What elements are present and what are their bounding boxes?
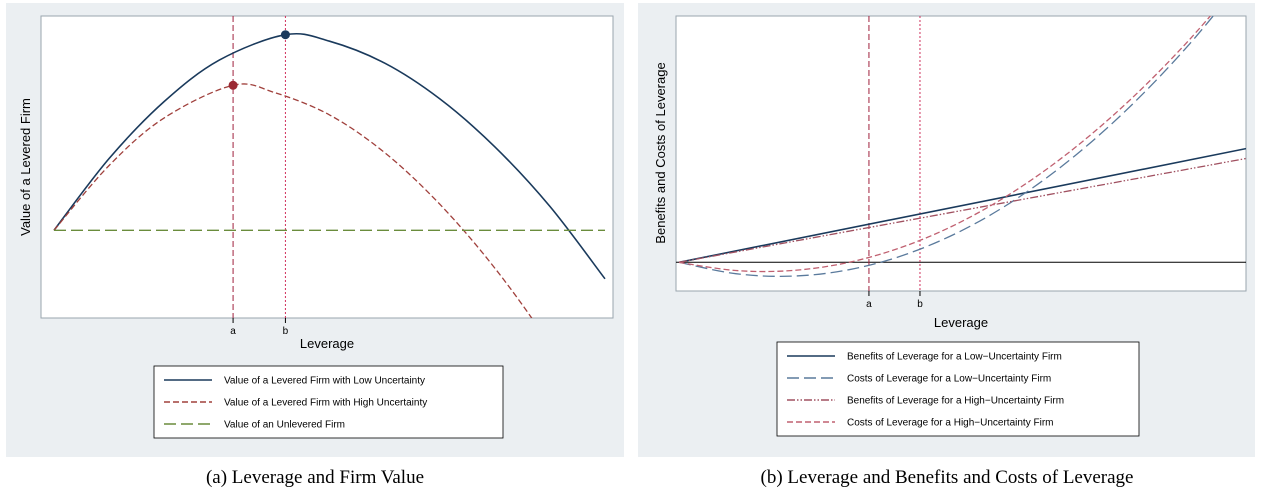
- x-tick-label-a-2: b: [283, 326, 289, 337]
- y-axis-title-a: Value of a Levered Firm: [18, 98, 33, 236]
- legend-label-b-2: Costs of Leverage for a Low−Uncertainty …: [847, 374, 1051, 385]
- series-line-a-2: [53, 83, 533, 318]
- x-axis-title-b: Leverage: [934, 315, 988, 330]
- legend-b-entries: Benefits of Leverage for a Low−Uncertain…: [787, 352, 1064, 429]
- legend-a-entries: Value of a Levered Firm with Low Uncerta…: [164, 376, 427, 431]
- series-line-b-2: [678, 16, 1215, 277]
- legend-label-b-1: Benefits of Leverage for a Low−Uncertain…: [847, 352, 1062, 363]
- chart-b-lines: [676, 16, 1246, 291]
- series-line-b-1: [678, 147, 1246, 264]
- legend-label-a-2: Value of a Levered Firm with High Uncert…: [224, 398, 427, 409]
- plot-area-b: [675, 15, 1247, 292]
- series-line-b-4: [678, 16, 1212, 273]
- legend-b: [776, 341, 1140, 437]
- y-axis-title-b: Benefits and Costs of Leverage: [653, 62, 668, 243]
- x-tick-label-b-2: b: [917, 299, 923, 310]
- legend-label-a-3: Value of an Unlevered Firm: [224, 420, 345, 431]
- max-point-marker-a-2: [280, 30, 290, 40]
- x-axis-title-a: Leverage: [300, 336, 354, 351]
- x-tick-label-a-1: a: [230, 326, 236, 337]
- series-line-b-3: [678, 157, 1246, 263]
- legend-label-b-3: Benefits of Leverage for a High−Uncertai…: [847, 396, 1064, 407]
- figure-caption-b: (b) Leverage and Benefits and Costs of L…: [760, 467, 1134, 488]
- legend-a: [153, 365, 504, 439]
- series-line-a-1: [53, 32, 606, 280]
- x-tick-label-b-1: a: [866, 299, 872, 310]
- legend-label-a-1: Value of a Levered Firm with Low Uncerta…: [224, 376, 425, 387]
- max-point-marker-a-1: [228, 80, 238, 90]
- legend-label-b-4: Costs of Leverage for a High−Uncertainty…: [847, 418, 1053, 429]
- figure-caption-a: (a) Leverage and Firm Value: [205, 467, 425, 488]
- plot-area-a: [40, 15, 614, 319]
- chart-a-lines: [53, 16, 606, 318]
